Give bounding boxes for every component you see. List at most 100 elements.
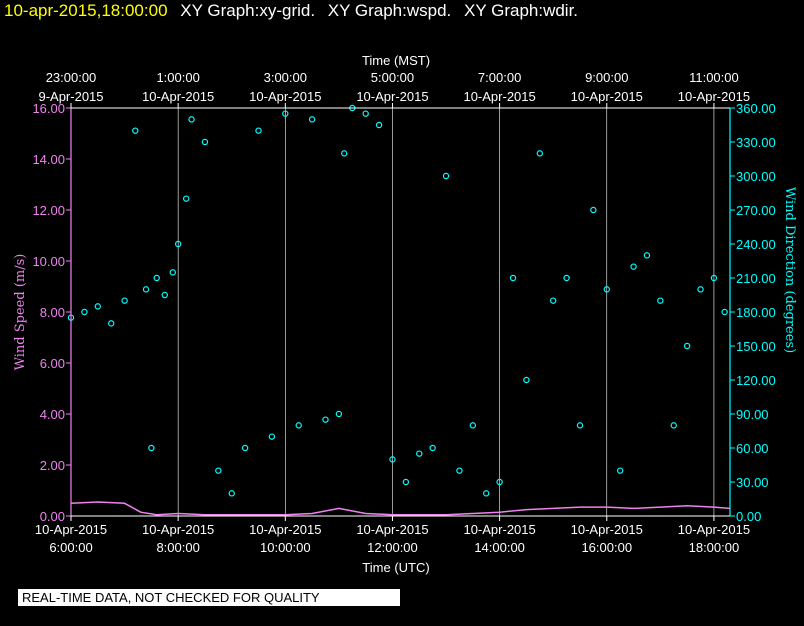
wdir-point-39 <box>523 376 530 384</box>
bottom-tick-time-5: 16:00:00 <box>581 540 632 555</box>
wdir-point-33 <box>442 172 450 180</box>
wdir-point-40 <box>536 150 544 157</box>
left-tick-label-3: 6.00 <box>40 356 65 371</box>
wdir-point-9 <box>161 291 168 299</box>
wdir-point-10 <box>169 269 176 276</box>
wdir-point-28 <box>375 121 383 129</box>
bottom-tick-time-0: 6:00:00 <box>49 540 92 555</box>
top-tick-date-1: 10-Apr-2015 <box>142 89 214 104</box>
bottom-tick-date-5: 10-Apr-2015 <box>571 522 643 537</box>
right-tick-label-0: 0.00 <box>736 509 761 524</box>
wdir-point-12 <box>182 195 190 202</box>
right-tick-label-6: 180.00 <box>736 305 776 320</box>
wdir-point-23 <box>322 416 329 423</box>
right-tick-label-10: 300.00 <box>736 169 776 184</box>
bottom-tick-time-6: 18:00:00 <box>689 540 740 555</box>
wdir-point-13 <box>188 116 195 123</box>
top-tick-date-5: 10-Apr-2015 <box>571 89 643 104</box>
wdir-point-19 <box>268 433 276 440</box>
graph-title-wspd: XY Graph:wspd. <box>327 1 452 20</box>
wdir-point-8 <box>153 274 160 282</box>
wdir-point-35 <box>469 422 477 429</box>
wdir-point-27 <box>362 110 369 117</box>
grid-lines <box>70 108 715 516</box>
wdir-point-18 <box>255 127 262 134</box>
top-axis-label: Time (MST) <box>362 53 430 68</box>
wdir-point-49 <box>657 297 664 304</box>
left-tick-label-8: 16.00 <box>32 101 65 116</box>
graph-title-xy-grid: XY Graph:xy-grid. <box>180 1 316 20</box>
left-tick-label-4: 8.00 <box>40 305 65 320</box>
wdir-point-25 <box>341 150 348 157</box>
right-tick-label-5: 150.00 <box>736 339 776 354</box>
quality-note: REAL-TIME DATA, NOT CHECKED FOR QUALITY <box>18 589 400 606</box>
wdir-point-20 <box>282 110 289 117</box>
wdir-point-47 <box>630 263 637 270</box>
right-tick-label-9: 270.00 <box>736 203 776 218</box>
timestamp-label: 10-apr-2015,18:00:00 <box>4 1 168 20</box>
left-tick-label-7: 14.00 <box>32 152 65 167</box>
wdir-point-2 <box>94 303 101 310</box>
top-tick-date-4: 10-Apr-2015 <box>463 89 535 104</box>
wdir-point-42 <box>563 274 570 282</box>
bottom-tick-time-4: 14:00:00 <box>474 540 525 555</box>
wdir-point-53 <box>710 274 718 282</box>
wdir-point-54 <box>721 308 728 316</box>
wdir-point-41 <box>549 297 557 304</box>
wdir-point-32 <box>429 444 436 452</box>
axes: 0.00 2.00 4.00 6.00 8.00 10.00 12.00 14.00 16.00… <box>32 70 775 555</box>
bottom-tick-time-3: 12:00:00 <box>367 540 418 555</box>
wdir-point-1 <box>81 308 88 316</box>
bottom-tick-date-3: 10-Apr-2015 <box>356 522 428 537</box>
right-tick-label-4: 120.00 <box>736 373 776 388</box>
wdir-point-44 <box>590 206 597 214</box>
right-tick-label-12: 360.00 <box>736 101 776 116</box>
wdir-point-31 <box>416 450 423 457</box>
right-tick-label-1: 30.00 <box>736 475 769 490</box>
wdir-point-52 <box>697 286 704 293</box>
wdir-point-6 <box>142 286 150 293</box>
left-axis-label: Wind Speed (m/s) <box>13 254 28 371</box>
wdir-point-15 <box>215 467 222 474</box>
chart-header: 10-apr-2015,18:00:00 XY Graph:xy-grid. X… <box>0 0 578 28</box>
wdir-point-36 <box>483 490 490 497</box>
right-tick-label-8: 240.00 <box>736 237 776 252</box>
top-tick-time-4: 7:00:00 <box>478 70 521 85</box>
right-tick-label-7: 210.00 <box>736 271 776 286</box>
bottom-tick-date-6: 10-Apr-2015 <box>678 522 750 537</box>
left-tick-label-2: 4.00 <box>40 407 65 422</box>
wdir-point-48 <box>643 252 651 259</box>
top-tick-date-2: 10-Apr-2015 <box>249 89 321 104</box>
wdir-point-22 <box>308 116 316 123</box>
wdir-series <box>67 104 728 497</box>
graph-title-wdir: XY Graph:wdir. <box>464 1 579 20</box>
right-tick-label-2: 60.00 <box>736 441 769 456</box>
wdir-point-11 <box>174 240 182 248</box>
wdir-point-21 <box>295 422 302 429</box>
wdir-point-30 <box>402 478 410 486</box>
wdir-point-45 <box>603 286 610 293</box>
wdir-point-17 <box>241 444 249 452</box>
bottom-tick-date-1: 10-Apr-2015 <box>142 522 214 537</box>
wdir-point-7 <box>148 444 155 452</box>
right-axis-label: Wind Direction (degrees) <box>782 187 797 353</box>
left-tick-label-5: 10.00 <box>32 254 65 269</box>
top-tick-time-6: 11:00:00 <box>689 70 739 85</box>
top-tick-time-0: 23:00:00 <box>46 70 97 85</box>
wdir-point-24 <box>335 410 343 418</box>
right-tick-label-3: 90.00 <box>736 407 769 422</box>
wind-chart: Time (MST) Time (UTC) Wind Speed (m/s) W… <box>13 53 797 575</box>
left-tick-label-6: 12.00 <box>32 203 65 218</box>
wdir-point-5 <box>132 127 139 134</box>
wdir-point-34 <box>456 467 463 474</box>
wdir-point-38 <box>509 274 517 282</box>
wdir-point-29 <box>389 456 396 463</box>
wdir-point-51 <box>683 342 691 350</box>
bottom-tick-date-0: 10-Apr-2015 <box>35 522 107 537</box>
bottom-axis-label: Time (UTC) <box>362 560 429 575</box>
top-tick-time-5: 9:00:00 <box>585 70 628 85</box>
wdir-point-43 <box>576 422 584 429</box>
top-tick-time-1: 1:00:00 <box>156 70 199 85</box>
wdir-point-37 <box>496 478 503 486</box>
wspd-series <box>70 501 731 516</box>
